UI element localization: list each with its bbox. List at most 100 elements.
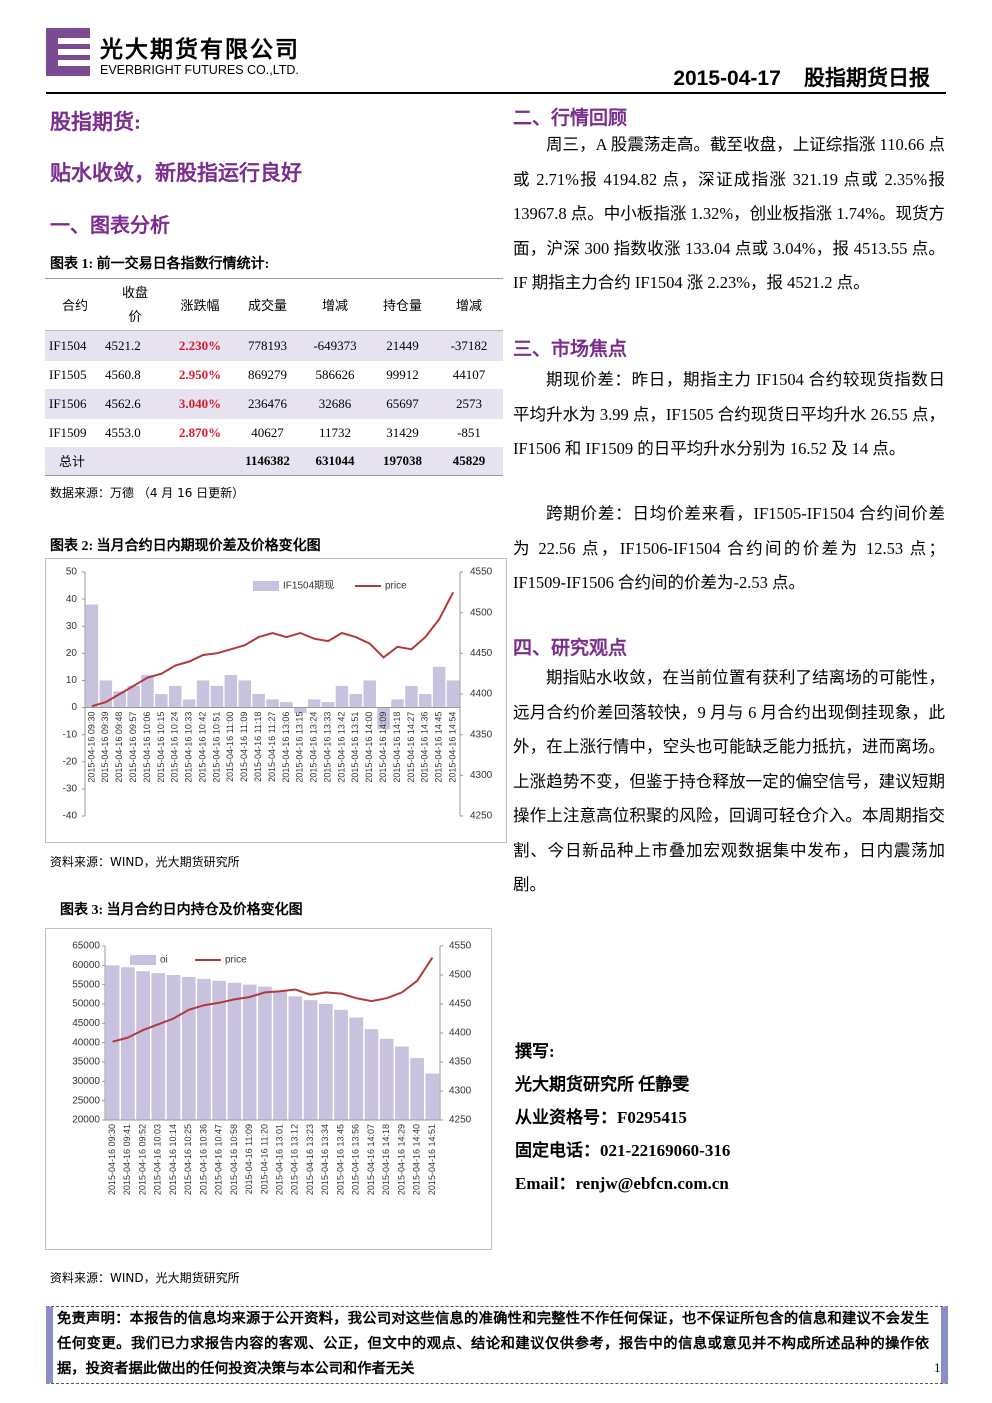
- x-tick-label: 2015-04-16 10:24: [170, 712, 180, 783]
- legend-label: price: [225, 955, 247, 966]
- table-cell: IF1509: [49, 424, 87, 440]
- y-tick-label: 65000: [72, 941, 100, 952]
- table-cell: 869279: [248, 366, 287, 382]
- table-cell: 2.950%: [178, 366, 222, 382]
- bar: [318, 1004, 333, 1120]
- blank-cell: [165, 446, 235, 476]
- header-cell: 持仓量: [382, 298, 422, 313]
- author-line: Email：renjw@ebfcn.com.cn: [515, 1174, 729, 1193]
- legend-label: oi: [160, 955, 168, 966]
- disclaimer: 免责声明：本报告的信息均来源于公开资料，我公司对这些信息的准确性和完整性不作任何…: [57, 1311, 929, 1377]
- y2-tick-label: 4500: [470, 607, 493, 618]
- chart: -40 -30 -20 -10 0 10 20 30 40 50 4250 4300 4350 4400 4…: [45, 558, 507, 843]
- y-tick-label: 50000: [72, 999, 100, 1010]
- bar: [288, 996, 303, 1120]
- x-tick-label: 2015-04-16 09:52: [137, 1124, 147, 1195]
- table-cell: 2.870%: [178, 424, 222, 440]
- x-tick-label: 2015-04-16 10:25: [183, 1124, 193, 1195]
- table-cell: 586626: [315, 366, 355, 382]
- bar: [212, 980, 227, 1120]
- paragraph: 跨期价差：日均价差来看，IF1505-IF1504 合约间价差为 22.56 点…: [513, 504, 945, 592]
- table-cell: 236476: [235, 388, 300, 419]
- chart-source: 资料来源：WIND，光大期货研究所: [50, 855, 240, 869]
- y-tick-label: 25000: [72, 1095, 100, 1106]
- x-tick-label: 2015-04-16 13:33: [322, 712, 332, 783]
- table-cell: 99912: [386, 366, 419, 382]
- bar: [181, 976, 196, 1120]
- y-tick-label: 60000: [72, 960, 100, 971]
- table-cell: IF1506: [45, 388, 105, 419]
- y-tick-label: 0: [71, 702, 77, 713]
- x-tick-label: 2015-04-16 11:27: [267, 712, 277, 782]
- y-tick-label: 20: [66, 648, 78, 659]
- x-tick-label: 2015-04-16 14:51: [427, 1124, 437, 1195]
- table-caption: 图表 1: 前一交易日各指数行情统计:: [50, 257, 270, 272]
- table-cell: 4560.8: [105, 366, 141, 382]
- table-cell: 65697: [370, 388, 435, 419]
- x-tick-label: 2015-04-16 13:23: [305, 1124, 315, 1195]
- x-tick-label: 2015-04-16 13:56: [351, 1124, 361, 1195]
- bar: [334, 1009, 348, 1120]
- table-cell: 2573: [435, 388, 503, 419]
- bar: [85, 604, 99, 708]
- x-tick-label: 2015-04-16 14:36: [420, 712, 430, 783]
- y2-tick-label: 4450: [470, 648, 493, 659]
- table-cell: 21449: [370, 330, 435, 361]
- x-tick-label: 2015-04-16 09:39: [100, 712, 110, 783]
- bar: [432, 666, 446, 708]
- y2-tick-label: 4550: [470, 567, 493, 578]
- report-meta: 2015-04-17 股指期货日报: [673, 62, 930, 92]
- paragraph: 周三，A 股震荡走高。截至收盘，上证综指涨 110.66 点或 2.71%报 4…: [513, 135, 945, 292]
- bar: [405, 685, 418, 708]
- table-cell: -37182: [435, 330, 503, 361]
- bar: [166, 975, 181, 1120]
- bar: [196, 680, 210, 708]
- x-tick-label: 2015-04-16 10:06: [142, 712, 152, 783]
- y-tick-label: -30: [63, 784, 78, 795]
- bar: [273, 990, 287, 1120]
- table-cell: 4521.2: [105, 330, 165, 361]
- x-tick-label: 2015-04-16 13:01: [274, 1124, 284, 1195]
- logo: [46, 28, 90, 76]
- table-cell: 31429: [386, 424, 419, 440]
- line: [112, 957, 434, 1043]
- header-row: 合约 收盘价 涨跌幅 成交量 增减 持仓量 增减: [45, 278, 503, 331]
- y-tick-label: -40: [63, 811, 78, 822]
- x-tick-label: 2015-04-16 14:09: [378, 712, 388, 783]
- author-label: 撰写:: [515, 1042, 555, 1061]
- bar: [280, 702, 293, 708]
- legend-label: IF1504期现: [283, 580, 334, 592]
- x-tick-label: 2015-04-16 10:42: [197, 712, 207, 783]
- bar: [210, 685, 224, 708]
- headline: 贴水收敛，新股指运行良好: [50, 161, 302, 185]
- bar: [120, 967, 135, 1120]
- total-cell: 45829: [435, 446, 503, 476]
- header-cell: 收盘价: [121, 284, 148, 324]
- bar: [105, 965, 120, 1120]
- bar: [182, 699, 196, 708]
- bar: [349, 694, 363, 708]
- y2-tick-label: 4300: [470, 770, 493, 781]
- paragraph: 期现价差：昨日，期指主力 IF1504 合约较现货指数日平均升水为 3.99 点…: [513, 370, 945, 458]
- x-tick-label: 2015-04-16 13:51: [350, 712, 360, 783]
- y2-tick-label: 4400: [470, 689, 493, 700]
- bar: [127, 685, 140, 708]
- line: [91, 591, 454, 708]
- table-cell: 40627: [251, 424, 284, 440]
- bar: [197, 978, 211, 1120]
- x-tick-label: 2015-04-16 14:29: [396, 1124, 406, 1195]
- bar: [321, 702, 335, 708]
- table-cell: IF1505: [49, 366, 87, 382]
- chart-title: 图表 3: 当月合约日内持仓及价格变化图: [60, 903, 303, 918]
- x-tick-label: 2015-04-16 11:00: [225, 712, 235, 782]
- bar: [258, 986, 272, 1120]
- x-tick-label: 2015-04-16 10:58: [229, 1124, 239, 1195]
- bar: [252, 694, 265, 708]
- table-cell: -649373: [300, 330, 370, 361]
- y-tick-label: 40000: [72, 1037, 100, 1048]
- bar: [410, 1058, 425, 1120]
- x-tick-label: 2015-04-16 10:15: [156, 712, 166, 783]
- x-tick-label: 2015-04-16 13:24: [309, 712, 319, 783]
- x-tick-label: 2015-04-16 13:06: [281, 712, 291, 783]
- x-tick-label: 2015-04-16 14:40: [412, 1124, 422, 1195]
